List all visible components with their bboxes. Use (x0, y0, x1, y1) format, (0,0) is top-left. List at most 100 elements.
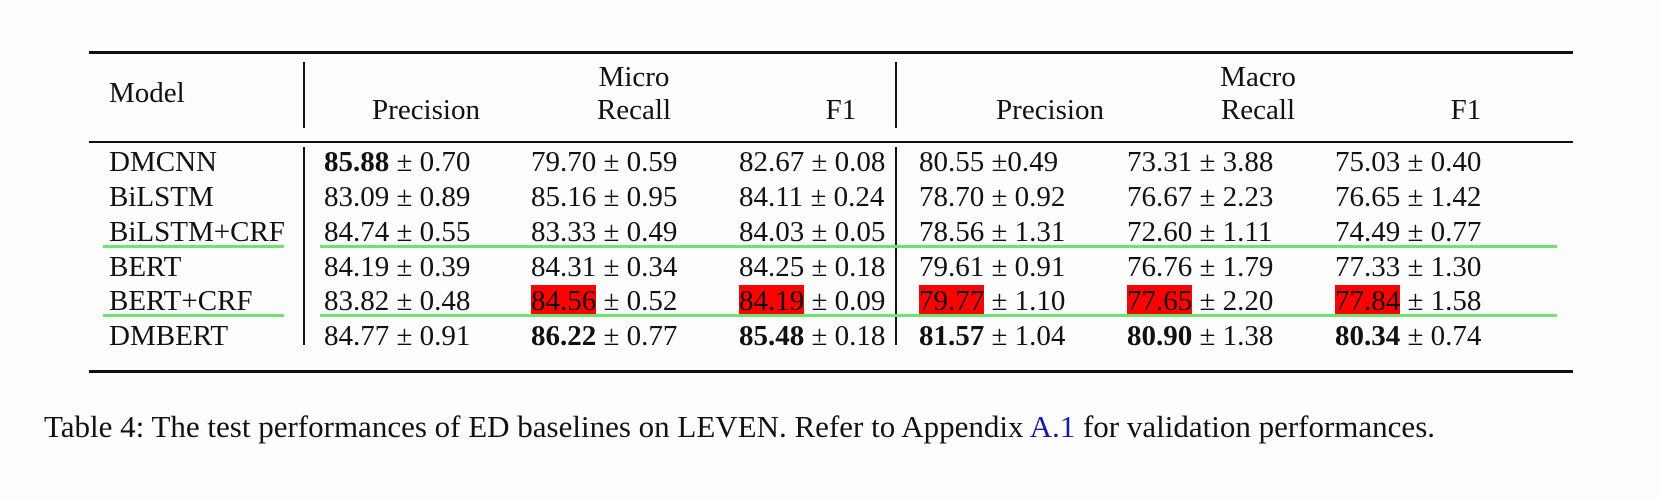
macro-f1-header: F1 (1450, 94, 1482, 126)
table-cell: 83.33 ± 0.49 (531, 215, 677, 249)
cell-std: ± 0.92 (991, 181, 1066, 213)
cell-std: ± 0.55 (396, 216, 471, 248)
cell-mean: 79.70 (531, 146, 597, 178)
cell-mean: 84.77 (324, 320, 390, 352)
table-cell: 84.77 ± 0.91 (324, 319, 470, 353)
cell-mean: 85.88 (324, 146, 390, 178)
cell-std: ± 1.31 (991, 216, 1066, 248)
table-cell: 84.56 ± 0.52 (531, 284, 677, 318)
table-cell: 80.90 ± 1.38 (1127, 319, 1273, 353)
cell-std: ± 1.10 (991, 285, 1066, 317)
cell-std: ± 0.49 (603, 216, 678, 248)
macro-precision-header: Precision (996, 94, 1104, 126)
table-cell: 84.19 ± 0.39 (324, 250, 470, 284)
cell-mean: 85.16 (531, 181, 597, 213)
micro-recall-header: Recall (596, 94, 672, 126)
macro-recall-header: Recall (1220, 94, 1296, 126)
table-cell: 85.16 ± 0.95 (531, 180, 677, 214)
table-cell: 84.25 ± 0.18 (739, 250, 885, 284)
table-cell: 74.49 ± 0.77 (1335, 215, 1481, 249)
cell-mean: 75.03 (1335, 146, 1401, 178)
table-cell: 77.65 ± 2.20 (1127, 284, 1273, 318)
annotation-underline (320, 245, 966, 248)
cell-std: ± 0.39 (396, 251, 471, 283)
annotation-underline (103, 314, 284, 317)
cell-std: ± 0.40 (1407, 146, 1482, 178)
table-cell: 77.84 ± 1.58 (1335, 284, 1481, 318)
cell-std: ± 2.23 (1199, 181, 1274, 213)
cell-std: ± 0.48 (396, 285, 471, 317)
cell-mean: 77.84 (1335, 285, 1401, 317)
table-cell: 72.60 ± 1.11 (1127, 215, 1272, 249)
row-model-name: DMCNN (109, 146, 217, 178)
table-cell: 75.03 ± 0.40 (1335, 145, 1481, 179)
table-cell: 83.09 ± 0.89 (324, 180, 470, 214)
cell-mean: 84.19 (739, 285, 805, 317)
cell-std: ± 0.09 (811, 285, 886, 317)
body-divider-left (303, 147, 305, 345)
row-model-name: DMBERT (109, 320, 229, 352)
table-cell: 84.31 ± 0.34 (531, 250, 677, 284)
cell-std: ± 0.95 (603, 181, 678, 213)
cell-mean: 78.70 (919, 181, 985, 213)
cell-std: ± 0.05 (811, 216, 886, 248)
cell-std: ± 0.34 (603, 251, 678, 283)
cell-std: ± 1.79 (1199, 251, 1274, 283)
caption-label: Table 4: (44, 409, 145, 444)
table-cell: 82.67 ± 0.08 (739, 145, 885, 179)
cell-mean: 76.67 (1127, 181, 1193, 213)
cell-mean: 86.22 (531, 320, 597, 352)
caption-text: The test performances of ED baselines on… (151, 409, 1024, 444)
table-cell: 79.70 ± 0.59 (531, 145, 677, 179)
header-rule (89, 141, 1573, 143)
table-cell: 78.70 ± 0.92 (919, 180, 1065, 214)
cell-mean: 83.09 (324, 181, 390, 213)
top-rule (89, 51, 1573, 54)
cell-mean: 74.49 (1335, 216, 1401, 248)
table-cell: 76.76 ± 1.79 (1127, 250, 1273, 284)
table-caption: Table 4: The test performances of ED bas… (44, 409, 1435, 445)
cell-mean: 80.90 (1127, 320, 1193, 352)
cell-mean: 83.82 (324, 285, 390, 317)
cell-std: ± 2.20 (1199, 285, 1274, 317)
cell-std: ± 0.89 (396, 181, 471, 213)
cell-mean: 80.34 (1335, 320, 1401, 352)
table-cell: 84.11 ± 0.24 (739, 180, 884, 214)
cell-std: ± 1.58 (1407, 285, 1482, 317)
micro-f1-header: F1 (825, 94, 857, 126)
cell-mean: 84.31 (531, 251, 597, 283)
appendix-link[interactable]: A.1 (1029, 409, 1076, 444)
annotation-underline (320, 314, 966, 317)
cell-mean: 76.76 (1127, 251, 1193, 283)
macro-group-header: Macro (1220, 61, 1296, 93)
cell-std: ± 3.88 (1199, 146, 1274, 178)
cell-std: ± 0.74 (1407, 320, 1482, 352)
cell-mean: 81.57 (919, 320, 985, 352)
cell-mean: 79.61 (919, 251, 985, 283)
table-cell: 81.57 ± 1.04 (919, 319, 1065, 353)
cell-std: ± 0.52 (603, 285, 678, 317)
results-table: Model Micro Macro Precision Recall F1 Pr… (89, 51, 1573, 373)
table-cell: 77.33 ± 1.30 (1335, 250, 1481, 284)
cell-std: ± 1.04 (991, 320, 1066, 352)
cell-std: ± 0.77 (603, 320, 678, 352)
cell-std: ± 1.30 (1407, 251, 1482, 283)
table-cell: 78.56 ± 1.31 (919, 215, 1065, 249)
table-cell: 73.31 ± 3.88 (1127, 145, 1273, 179)
cell-std: ± 0.24 (810, 181, 885, 213)
table-cell: 85.48 ± 0.18 (739, 319, 885, 353)
table-cell: 85.88 ± 0.70 (324, 145, 470, 179)
table-cell: 84.74 ± 0.55 (324, 215, 470, 249)
table-cell: 84.03 ± 0.05 (739, 215, 885, 249)
annotation-underline (915, 314, 1557, 317)
cell-mean: 84.11 (739, 181, 804, 213)
cell-mean: 84.03 (739, 216, 805, 248)
cell-mean: 80.55 (919, 146, 985, 178)
row-model-name: BiLSTM+CRF (109, 216, 285, 248)
micro-group-header: Micro (598, 61, 670, 93)
table-cell: 84.19 ± 0.09 (739, 284, 885, 318)
row-model-name: BERT (109, 251, 182, 283)
micro-precision-header: Precision (372, 94, 480, 126)
cell-mean: 73.31 (1127, 146, 1193, 178)
table-cell: 79.61 ± 0.91 (919, 250, 1065, 284)
